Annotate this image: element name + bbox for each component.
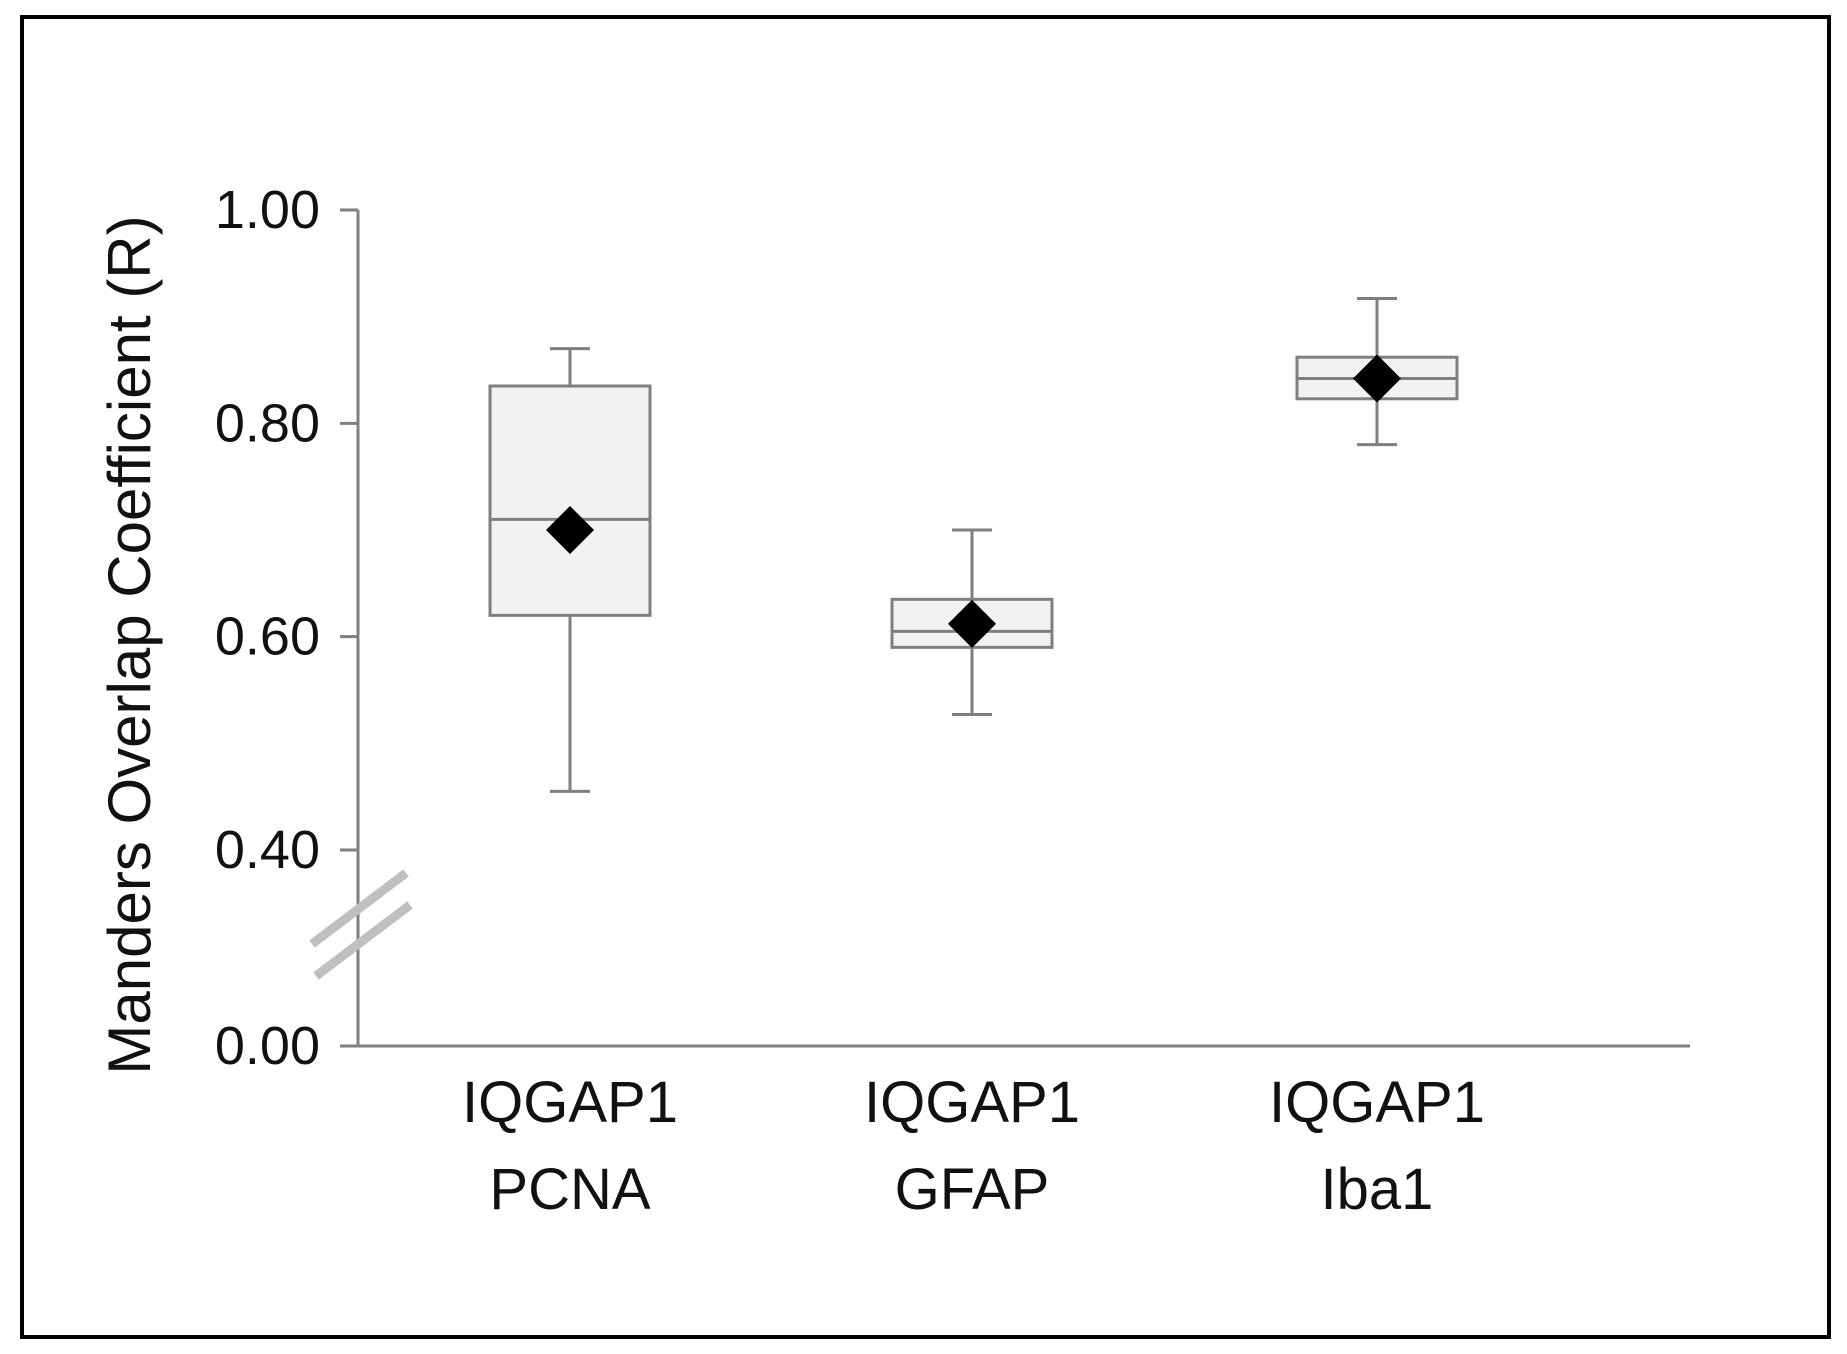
- figure-frame: [20, 15, 1831, 1339]
- category-label-0-line2: PCNA: [489, 1157, 650, 1222]
- box-2: [1295, 297, 1459, 447]
- axis-break-mark-1: [309, 869, 409, 948]
- box-0-iqr: [488, 384, 652, 617]
- y-tick-label-2: 0.60: [215, 607, 320, 667]
- category-label-2-line1: IQGAP1: [1269, 1070, 1485, 1135]
- y-tick-label-0: 0.00: [215, 1016, 320, 1076]
- category-label-0-line1: IQGAP1: [462, 1070, 678, 1135]
- y-axis-title: Manders Overlap Coefficient (R): [96, 215, 163, 1074]
- y-tick-label-1: 0.40: [215, 820, 320, 880]
- box-1-mean-marker: [948, 599, 996, 648]
- axis-break-mark-2: [313, 901, 413, 980]
- category-label-1-line2: GFAP: [895, 1157, 1050, 1222]
- box-2-mean-marker: [1353, 354, 1401, 403]
- y-tick-label-3: 0.80: [215, 393, 320, 453]
- y-tick-label-4: 1.00: [215, 180, 320, 240]
- category-label-2-line2: Iba1: [1321, 1157, 1434, 1222]
- box-0: [488, 347, 652, 793]
- category-label-1-line1: IQGAP1: [864, 1070, 1080, 1135]
- axis-break-marks: [309, 869, 413, 980]
- box-0-mean-marker: [546, 506, 594, 554]
- box-1: [890, 528, 1054, 717]
- category-labels: IQGAP1 PCNA IQGAP1 GFAP IQGAP1 Iba1: [462, 1070, 1485, 1222]
- box-series: [488, 297, 1459, 793]
